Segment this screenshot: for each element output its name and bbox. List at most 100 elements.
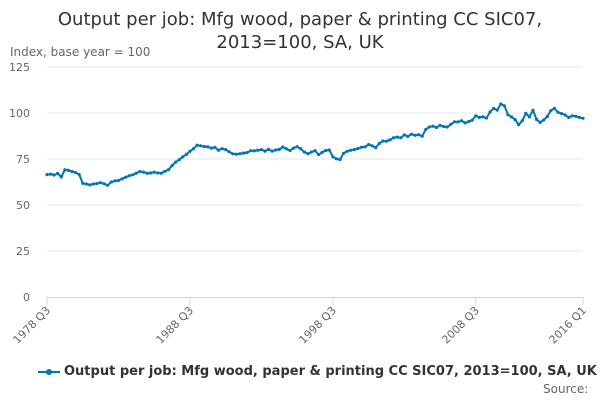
data-point[interactable] [302,150,306,154]
data-point[interactable] [249,149,253,153]
data-point[interactable] [288,148,292,153]
data-point[interactable] [392,136,396,140]
data-point[interactable] [63,168,67,172]
data-point[interactable] [181,155,185,159]
data-point[interactable] [449,122,453,126]
data-point[interactable] [177,158,181,162]
data-point[interactable] [227,150,231,154]
data-point[interactable] [338,158,342,162]
data-point[interactable] [281,145,285,149]
data-point[interactable] [141,170,146,174]
data-point[interactable] [456,120,460,124]
data-point[interactable] [292,146,296,150]
data-point[interactable] [191,147,196,151]
data-point[interactable] [270,149,274,153]
data-point[interactable] [159,171,163,175]
data-point[interactable] [474,114,478,118]
data-point[interactable] [424,127,428,131]
data-point[interactable] [56,171,60,175]
data-point[interactable] [91,182,96,186]
data-point[interactable] [295,145,299,149]
data-point[interactable] [370,144,374,148]
data-point[interactable] [152,170,156,174]
data-point[interactable] [202,144,206,149]
data-point[interactable] [384,139,389,143]
data-point[interactable] [116,178,121,183]
data-point[interactable] [259,148,263,152]
data-point[interactable] [131,173,135,177]
data-point[interactable] [77,172,81,177]
data-point[interactable] [277,147,281,151]
data-point[interactable] [113,179,117,183]
data-point[interactable] [413,133,417,137]
data-point[interactable] [66,168,70,172]
data-point[interactable] [556,110,560,114]
data-point[interactable] [163,169,167,173]
data-point[interactable] [499,102,503,106]
data-point[interactable] [134,171,138,175]
data-point[interactable] [495,108,499,112]
data-point[interactable] [102,182,106,186]
data-point[interactable] [431,124,435,128]
data-point[interactable] [238,152,242,156]
data-point[interactable] [367,143,371,147]
data-point[interactable] [188,149,192,153]
data-point[interactable] [481,115,485,119]
data-point[interactable] [484,116,489,120]
data-point[interactable] [156,171,160,175]
data-point[interactable] [274,148,278,152]
data-point[interactable] [334,157,338,161]
data-point[interactable] [99,181,103,185]
data-point[interactable] [263,149,267,153]
data-point[interactable] [502,104,506,108]
data-point[interactable] [427,125,431,129]
data-point[interactable] [352,148,356,152]
data-point[interactable] [88,183,92,187]
data-point[interactable] [70,169,74,174]
data-point[interactable] [552,106,557,110]
data-point[interactable] [331,155,335,159]
data-point[interactable] [509,115,514,119]
legend[interactable]: Output per job: Mfg wood, paper & printi… [38,364,597,379]
data-point[interactable] [106,183,110,187]
data-point[interactable] [506,113,510,117]
data-point[interactable] [149,171,153,175]
data-point[interactable] [349,148,353,152]
data-point[interactable] [420,134,424,138]
data-point[interactable] [374,146,378,150]
data-point[interactable] [284,147,288,151]
data-point[interactable] [342,151,346,155]
data-point[interactable] [81,181,85,185]
data-point[interactable] [166,168,171,172]
data-point[interactable] [534,117,539,121]
data-point[interactable] [531,108,535,112]
data-point[interactable] [542,118,546,122]
data-point[interactable] [127,174,131,178]
data-point[interactable] [549,109,553,113]
data-point[interactable] [434,125,439,130]
data-point[interactable] [206,145,210,149]
data-point[interactable] [234,152,238,156]
data-point[interactable] [513,118,517,122]
data-point[interactable] [527,115,532,119]
data-point[interactable] [170,164,174,168]
data-point[interactable] [84,182,88,186]
data-point[interactable] [492,106,496,110]
data-point[interactable] [145,171,149,175]
data-point[interactable] [409,132,414,136]
data-point[interactable] [317,153,321,157]
data-point[interactable] [463,121,467,125]
data-point[interactable] [563,113,567,117]
data-point[interactable] [445,125,449,129]
data-point[interactable] [138,169,142,174]
data-point[interactable] [184,152,188,156]
data-point[interactable] [381,139,385,143]
data-point[interactable] [45,173,49,177]
data-point[interactable] [477,115,481,119]
data-point[interactable] [266,147,271,151]
data-point[interactable] [388,138,392,142]
data-point[interactable] [245,151,249,155]
data-point[interactable] [74,171,78,175]
data-point[interactable] [402,133,406,137]
data-point[interactable] [299,147,303,151]
